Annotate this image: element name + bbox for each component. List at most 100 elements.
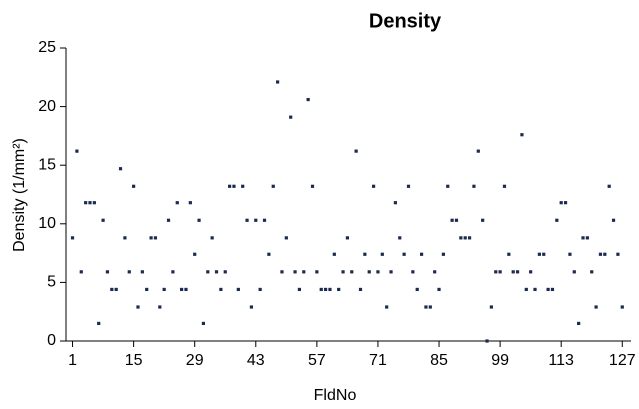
x-axis-label: FldNo bbox=[314, 387, 357, 404]
point bbox=[467, 236, 472, 240]
point bbox=[581, 236, 585, 240]
point bbox=[529, 270, 533, 274]
point bbox=[315, 270, 319, 274]
point bbox=[280, 270, 284, 274]
point bbox=[306, 97, 310, 102]
point bbox=[437, 287, 441, 292]
y-tick-label: 0 bbox=[47, 332, 56, 349]
point bbox=[276, 80, 280, 84]
point bbox=[542, 252, 546, 256]
point bbox=[166, 218, 171, 222]
point bbox=[428, 305, 432, 309]
x-tick-label: 71 bbox=[369, 352, 387, 369]
point bbox=[585, 236, 589, 240]
point bbox=[524, 287, 528, 292]
point bbox=[450, 218, 454, 222]
point bbox=[385, 305, 389, 309]
point bbox=[118, 167, 123, 171]
point bbox=[310, 184, 315, 188]
point bbox=[180, 287, 184, 292]
point bbox=[110, 287, 114, 292]
point bbox=[267, 252, 271, 256]
point bbox=[446, 184, 450, 188]
point bbox=[337, 287, 341, 292]
point bbox=[289, 115, 293, 119]
point bbox=[184, 287, 188, 292]
x-tick-label: 127 bbox=[609, 352, 636, 369]
point bbox=[533, 287, 537, 292]
point bbox=[568, 252, 572, 256]
point bbox=[563, 201, 568, 205]
point bbox=[476, 149, 480, 153]
point bbox=[262, 218, 267, 222]
point bbox=[197, 218, 201, 222]
point bbox=[332, 252, 336, 256]
point bbox=[380, 252, 384, 256]
point bbox=[350, 270, 354, 274]
point bbox=[114, 287, 118, 292]
point bbox=[97, 321, 101, 326]
chart-title: Density bbox=[369, 10, 442, 32]
point bbox=[598, 252, 603, 256]
point bbox=[341, 270, 345, 274]
point bbox=[577, 321, 581, 326]
point bbox=[293, 270, 297, 274]
point bbox=[507, 252, 511, 256]
point bbox=[127, 270, 131, 274]
point bbox=[550, 287, 555, 292]
point bbox=[454, 218, 459, 222]
point bbox=[481, 218, 485, 222]
point bbox=[254, 218, 258, 222]
point bbox=[297, 287, 302, 292]
point bbox=[193, 252, 197, 256]
point bbox=[79, 270, 83, 274]
point bbox=[402, 252, 406, 256]
y-tick-label: 15 bbox=[38, 156, 56, 173]
point bbox=[105, 270, 110, 274]
point bbox=[472, 184, 476, 188]
point bbox=[153, 236, 158, 240]
point bbox=[594, 305, 598, 309]
point bbox=[345, 236, 350, 240]
y-tick-label: 20 bbox=[38, 98, 56, 115]
x-tick-label: 99 bbox=[491, 352, 509, 369]
point bbox=[555, 218, 559, 222]
point bbox=[236, 287, 240, 292]
point bbox=[441, 252, 445, 256]
point bbox=[323, 287, 328, 292]
point bbox=[271, 184, 275, 188]
y-tick-label: 25 bbox=[38, 39, 56, 56]
point bbox=[546, 287, 550, 292]
point bbox=[498, 270, 502, 274]
x-tick-label: 15 bbox=[125, 352, 143, 369]
point bbox=[75, 149, 79, 153]
y-tick-label: 10 bbox=[38, 215, 56, 232]
x-tick-label: 113 bbox=[548, 352, 574, 369]
point bbox=[258, 287, 262, 292]
point bbox=[249, 305, 254, 309]
point bbox=[367, 270, 371, 274]
point bbox=[328, 287, 332, 292]
point bbox=[223, 270, 227, 274]
point bbox=[149, 236, 153, 240]
point bbox=[411, 270, 415, 274]
point bbox=[415, 287, 419, 292]
point bbox=[158, 305, 162, 309]
point bbox=[406, 184, 411, 188]
point bbox=[140, 270, 144, 274]
point bbox=[603, 252, 607, 256]
point bbox=[123, 236, 127, 240]
point bbox=[354, 149, 358, 153]
point bbox=[145, 287, 149, 292]
point bbox=[485, 339, 489, 343]
point bbox=[162, 287, 166, 292]
point bbox=[201, 321, 206, 326]
point bbox=[502, 184, 507, 188]
point bbox=[515, 270, 520, 274]
point bbox=[214, 270, 219, 274]
point bbox=[228, 184, 232, 188]
point bbox=[132, 184, 136, 188]
point bbox=[463, 236, 467, 240]
point bbox=[620, 305, 624, 309]
point bbox=[590, 270, 594, 274]
